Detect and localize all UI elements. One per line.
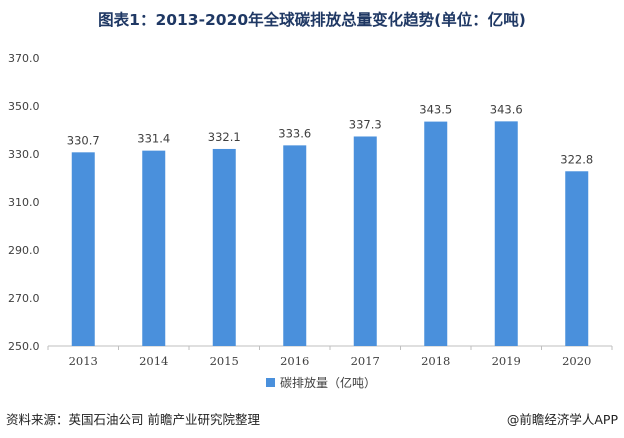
x-tick-label: 2017 — [351, 354, 380, 368]
bar — [565, 171, 589, 346]
x-tick-label: 2015 — [210, 354, 239, 368]
x-tick-label: 2020 — [562, 354, 591, 368]
data-label: 343.5 — [419, 103, 452, 117]
x-tick-label: 2018 — [421, 354, 450, 368]
bar — [494, 121, 518, 346]
footer: 资料来源：英国石油公司 前瞻产业研究院整理 @前瞻经济学人APP — [0, 407, 624, 438]
x-tick-label: 2016 — [280, 354, 309, 368]
x-tick-label: 2013 — [69, 354, 98, 368]
data-label: 337.3 — [349, 117, 382, 131]
chart-title: 图表1：2013-2020年全球碳排放总量变化趋势(单位：亿吨) — [98, 11, 526, 29]
y-tick-label: 370.0 — [8, 52, 40, 65]
data-label: 330.7 — [67, 133, 100, 147]
x-tick-label: 2019 — [492, 354, 521, 368]
x-tick-label: 2014 — [139, 354, 168, 368]
bar — [71, 152, 95, 346]
y-tick-label: 350.0 — [8, 100, 40, 113]
y-tick-label: 270.0 — [8, 292, 40, 305]
data-label: 333.6 — [278, 126, 311, 140]
bar — [353, 136, 377, 346]
y-tick-label: 310.0 — [8, 196, 40, 209]
legend-label: 碳排放量（亿吨） — [280, 375, 376, 390]
brand-label: @前瞻经济学人APP — [506, 412, 618, 427]
data-label: 332.1 — [208, 130, 241, 144]
bar — [212, 148, 236, 346]
source-note: 资料来源：英国石油公司 前瞻产业研究院整理 — [6, 412, 260, 427]
bar — [283, 145, 307, 346]
y-tick-label: 290.0 — [8, 244, 40, 257]
y-tick-label: 250.0 — [8, 340, 40, 353]
data-label: 322.8 — [560, 152, 593, 166]
y-tick-label: 330.0 — [8, 148, 40, 161]
legend-swatch — [266, 378, 275, 387]
data-label: 331.4 — [137, 132, 170, 146]
bar — [142, 150, 166, 346]
bar — [424, 121, 448, 346]
data-label: 343.6 — [490, 102, 523, 116]
